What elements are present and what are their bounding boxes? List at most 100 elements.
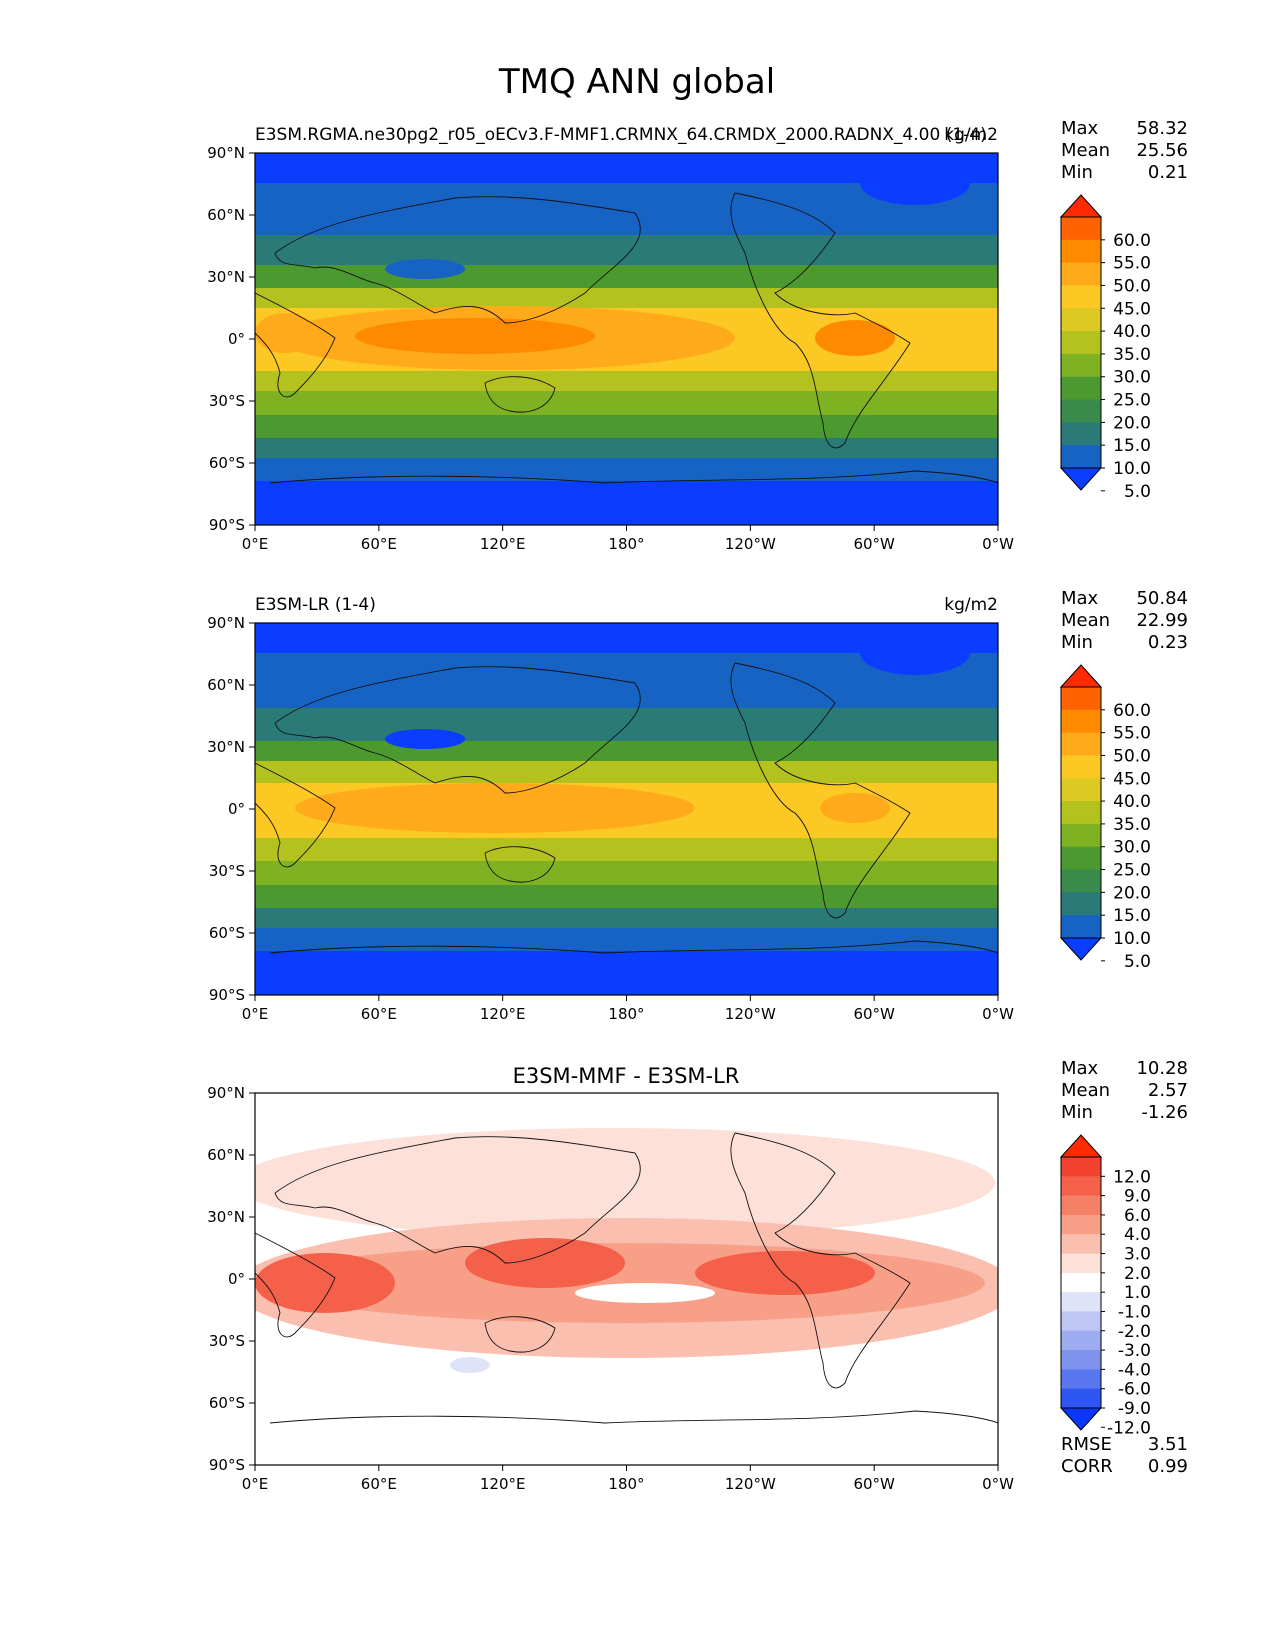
lon-tick-label: 0°E <box>242 1005 269 1023</box>
lon-axis: 0°E 60°E 120°E 180° 120°W 60°W 0°W <box>242 525 1014 553</box>
colorbar-label: 55.0 <box>1113 724 1151 744</box>
lat-tick-label: 60°S <box>209 1394 245 1412</box>
stat-value: 3.51 <box>1148 1434 1188 1455</box>
diff-atlantic <box>255 1253 395 1313</box>
lon-tick-label: 60°W <box>853 535 895 553</box>
lat-tick-label: 60°N <box>207 676 245 694</box>
colorbar-label: 6.0 <box>1124 1206 1151 1226</box>
stat-label: CORR <box>1061 1456 1113 1477</box>
coastlines <box>255 192 998 484</box>
stat-value: 58.32 <box>1136 118 1188 139</box>
lat-tick-label: 60°S <box>209 454 245 472</box>
lon-axis: 0°E 60°E 120°E 180° 120°W 60°W 0°W <box>242 995 1014 1023</box>
lat-tick-label: 30°N <box>207 738 245 756</box>
lat-tick-label: 60°N <box>207 206 245 224</box>
colorbar-label: 50.0 <box>1113 746 1151 766</box>
lon-tick-label: 120°W <box>725 1005 776 1023</box>
colorbar-label: -2.0 <box>1118 1322 1151 1342</box>
colorbar-label: 10.0 <box>1113 929 1151 949</box>
colorbar-label: 15.0 <box>1113 906 1151 926</box>
lon-tick-label: 120°E <box>480 1005 526 1023</box>
colorbar-segment <box>1061 239 1101 264</box>
colorbar-segment <box>1061 778 1101 802</box>
stat-value: 0.23 <box>1148 632 1188 653</box>
colorbar-segment <box>1061 1330 1101 1351</box>
colorbar-label: 1.0 <box>1124 1283 1151 1303</box>
colorbar-segment <box>1061 1253 1101 1274</box>
colorbar-segment <box>1061 217 1101 241</box>
lat-tick-label: 90°N <box>207 1084 245 1102</box>
colorbar-frame <box>1060 216 1102 469</box>
panel-units: kg/m2 <box>944 125 998 145</box>
panel-model-mmf: 90°N 60°N 30°N 0° 30°S 60°S 90°S 0°E 60°E 120°E 1… <box>207 125 1014 553</box>
stat-value: 2.57 <box>1148 1080 1188 1101</box>
lon-tick-label: 60°E <box>361 1475 397 1493</box>
stat-label: Min <box>1061 632 1093 653</box>
colorbar-segment <box>1061 709 1101 734</box>
colorbar-label: 12.0 <box>1113 1167 1151 1187</box>
lat-tick-label: 90°S <box>209 516 245 534</box>
lat-tick-label: 30°N <box>207 1208 245 1226</box>
colorbar-segment <box>1061 285 1101 309</box>
colorbar-label: 5.0 <box>1124 482 1151 502</box>
colorbar-label: 55.0 <box>1113 254 1151 274</box>
lat-tick-label: 0° <box>228 330 245 348</box>
colorbar-segment <box>1061 1292 1101 1312</box>
lat-tick-label: 60°S <box>209 924 245 942</box>
side-panel-1: Max 50.84 Mean 22.99 Min 0.23 60.0 55.050.0 45.0… <box>1059 588 1188 972</box>
lon-tick-label: 120°W <box>725 535 776 553</box>
lon-tick-label: 120°E <box>480 1475 526 1493</box>
colorbar-frame <box>1060 1156 1102 1409</box>
colorbar-segment <box>1061 1234 1101 1255</box>
lat-tick-label: 0° <box>228 800 245 818</box>
side-panel-2: Max 10.28 Mean 2.57 Min -1.26 12.09.06.04.03.0… <box>1059 1058 1188 1477</box>
colorbar-label: -9.0 <box>1118 1399 1151 1419</box>
colorbar-label: 50.0 <box>1113 276 1151 296</box>
lon-tick-label: 60°E <box>361 1005 397 1023</box>
colorbar-segment <box>1061 1388 1101 1409</box>
coastlines <box>255 1132 998 1424</box>
colorbar-label: 25.0 <box>1113 861 1151 881</box>
colorbar-label: 45.0 <box>1113 769 1151 789</box>
colorbar-segment <box>1061 1157 1101 1177</box>
panel-model-lr: 90°N 60°N 30°N 0° 30°S 60°S 90°S 0°E 60°E 120°E 1… <box>207 595 1014 1023</box>
colorbar-extend-min <box>1059 937 1103 961</box>
figure-title: TMQ ANN global <box>498 62 775 102</box>
colorbar-extend-max <box>1059 664 1103 688</box>
colorbar-segment <box>1061 399 1101 423</box>
colorbar-label: 60.0 <box>1113 231 1151 251</box>
amazon-moist <box>815 320 895 356</box>
stat-value: 22.99 <box>1136 610 1188 631</box>
panel-title-left: E3SM-LR (1-4) <box>255 595 376 615</box>
colorbar-segment <box>1061 869 1101 893</box>
colorbar-segment <box>1061 1369 1101 1390</box>
polar-band-south <box>255 951 998 995</box>
stat-label: Mean <box>1061 610 1110 631</box>
lon-tick-label: 60°W <box>853 1005 895 1023</box>
lon-tick-label: 0°W <box>982 1005 1014 1023</box>
colorbar-segment <box>1061 1195 1101 1216</box>
lat-tick-label: 0° <box>228 1270 245 1288</box>
diff-negative-patch <box>450 1357 490 1373</box>
lat-tick-label: 30°S <box>209 392 245 410</box>
colorbar-label: -3.0 <box>1118 1341 1151 1361</box>
colorbar-label: 3.0 <box>1124 1245 1151 1265</box>
diff-west-pacific <box>465 1238 625 1288</box>
band-south-high <box>255 928 998 953</box>
colorbar-segment <box>1061 846 1101 871</box>
colorbar-label: 40.0 <box>1113 792 1151 812</box>
colorbar-segment <box>1061 801 1101 825</box>
diff-east-pacific <box>695 1251 875 1295</box>
colorbar-label: 25.0 <box>1113 391 1151 411</box>
coastlines <box>255 662 998 954</box>
stat-label: RMSE <box>1061 1434 1112 1455</box>
lat-tick-label: 90°S <box>209 986 245 1004</box>
stat-label: Max <box>1061 588 1099 609</box>
colorbar-label: -1.0 <box>1118 1302 1151 1322</box>
africa-moist <box>255 313 315 353</box>
lon-axis: 0°E 60°E 120°E 180° 120°W 60°W 0°W <box>242 1465 1014 1493</box>
lon-tick-label: 0°W <box>982 535 1014 553</box>
stat-value: 25.56 <box>1136 140 1188 161</box>
colorbar-segment <box>1061 687 1101 711</box>
